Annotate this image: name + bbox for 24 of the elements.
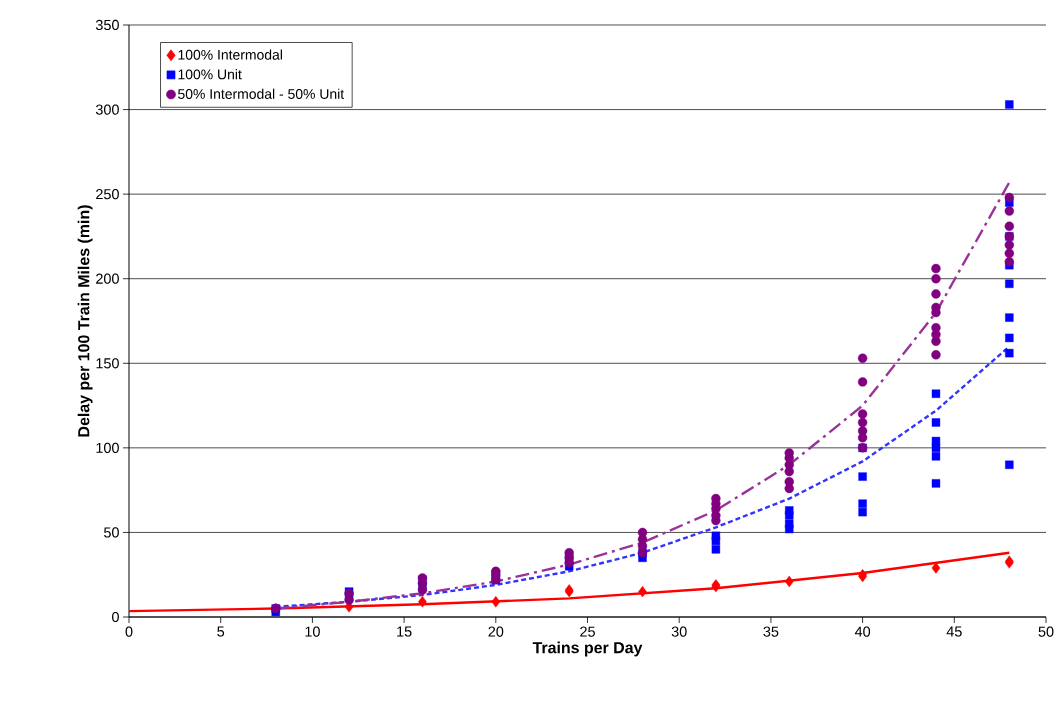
x-tick-label: 10 — [305, 626, 320, 637]
legend-label: 50% Intermodal - 50% Unit — [178, 88, 345, 99]
x-tick-label: 15 — [397, 626, 412, 637]
x-tick-label: 5 — [217, 626, 225, 637]
legend-label: 100% Intermodal — [178, 49, 282, 60]
x-tick-label: 20 — [488, 626, 504, 637]
x-tick-label: 0 — [125, 626, 133, 637]
y-tick-label: 100 — [96, 442, 119, 453]
y-tick-label: 200 — [96, 273, 119, 284]
x-tick-label: 40 — [854, 626, 871, 637]
legend-label: 100% Unit — [178, 69, 242, 80]
x-tick-label: 50 — [1038, 626, 1054, 637]
y-tick-label: 250 — [96, 189, 119, 200]
x-tick-label: 35 — [763, 626, 779, 637]
x-tick-label: 25 — [580, 626, 595, 637]
x-tick-label: 30 — [671, 626, 687, 637]
y-tick-label: 150 — [96, 358, 119, 369]
y-tick-label: 350 — [95, 19, 119, 31]
y-tick-label: 50 — [103, 527, 119, 538]
y-axis-title: Delay per 100 Train Miles (min) — [77, 205, 93, 437]
y-tick-label: 0 — [112, 611, 119, 623]
x-axis-title: Trains per Day — [532, 641, 643, 657]
y-tick-label: 300 — [95, 104, 119, 115]
x-tick-label: 45 — [946, 626, 962, 637]
